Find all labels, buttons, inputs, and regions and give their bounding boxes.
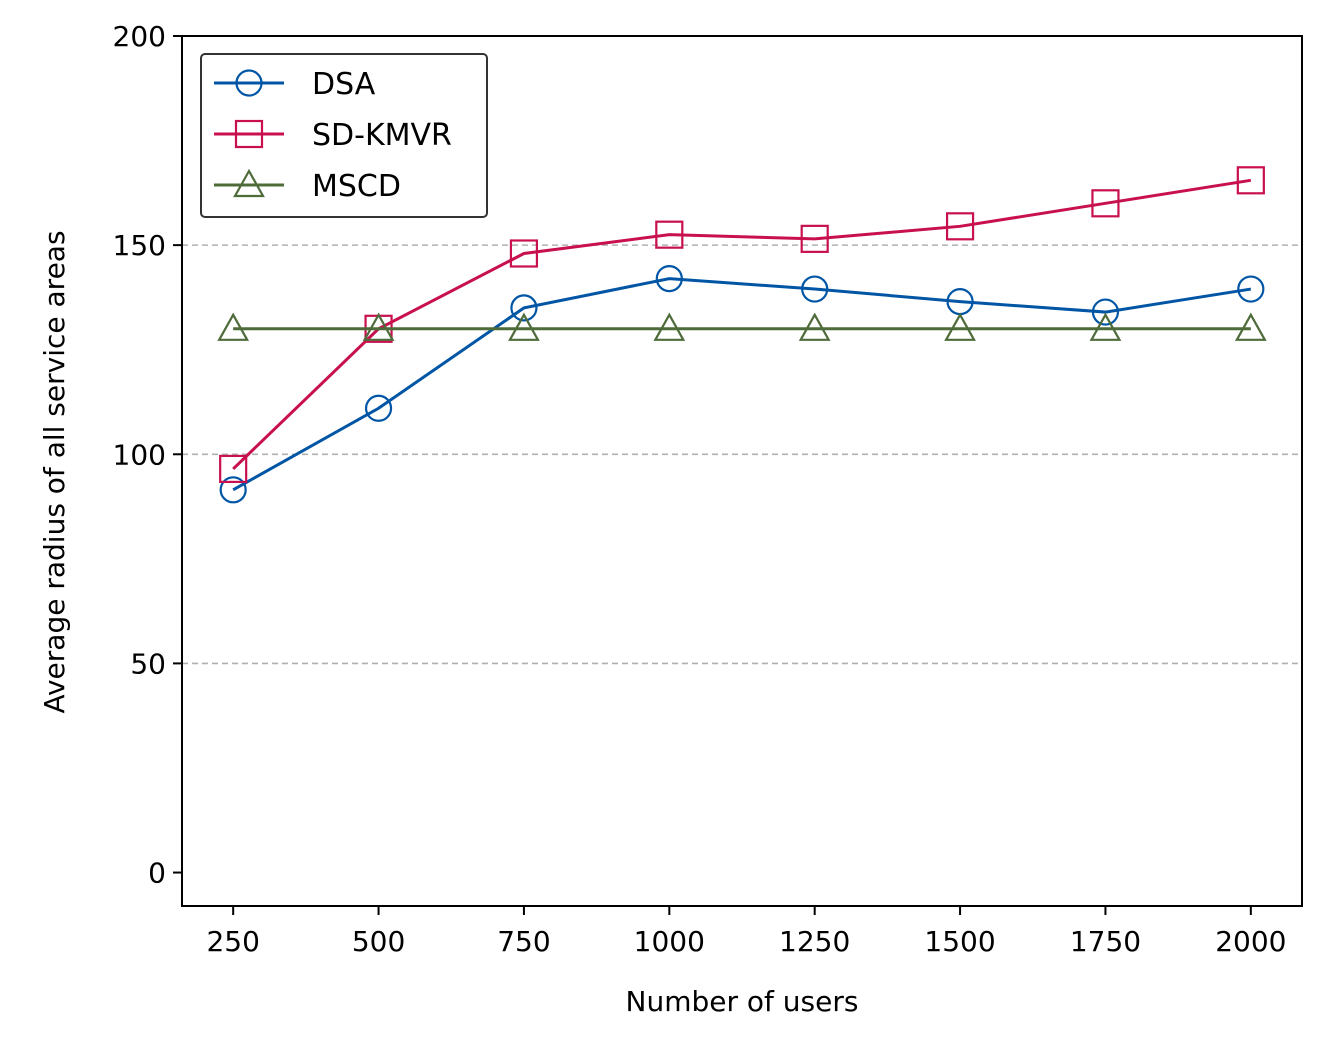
xtick-label: 1250 <box>779 925 850 958</box>
y-axis-label: Average radius of all service areas <box>38 230 71 713</box>
xtick-label: 2000 <box>1215 925 1286 958</box>
legend: DSA SD-KMVR MSCD <box>200 53 488 218</box>
legend-entry-mscd: MSCD <box>214 168 401 204</box>
data-point-mscd <box>362 312 395 341</box>
data-point-dsa <box>1237 275 1265 303</box>
xtick-label: 1000 <box>634 925 705 958</box>
ytick-label: 150 <box>113 229 166 262</box>
legend-box <box>200 53 488 218</box>
x-axis-label: Number of users <box>626 985 859 1018</box>
data-point-sd-kmvr <box>1236 166 1265 195</box>
legend-marker-sd-kmvr <box>234 119 264 149</box>
legend-label-sd-kmvr: SD-KMVR <box>312 118 452 153</box>
data-point-mscd <box>217 312 250 341</box>
data-point-dsa <box>801 275 829 303</box>
xtick-label: 750 <box>497 925 550 958</box>
plot-frame <box>181 35 1303 907</box>
legend-entry-dsa: DSA <box>214 67 376 102</box>
data-point-dsa <box>1091 298 1120 326</box>
data-point-dsa <box>219 476 247 504</box>
xtick-label: 250 <box>206 925 259 958</box>
ytick-label: 50 <box>130 647 166 680</box>
data-point-dsa <box>655 264 683 293</box>
data-point-mscd <box>1234 312 1267 341</box>
gridlines <box>182 244 1302 665</box>
data-point-mscd <box>653 312 686 341</box>
data-point-sd-kmvr <box>800 224 829 253</box>
series-mscd <box>217 312 1267 341</box>
xtick-label: 500 <box>352 925 405 958</box>
data-point-mscd <box>944 312 976 341</box>
data-point-mscd <box>1089 312 1122 341</box>
data-point-sd-kmvr <box>509 239 539 268</box>
ytick-label: 200 <box>113 20 166 53</box>
xtick-label: 1750 <box>1070 925 1141 958</box>
legend-marker-mscd <box>233 168 265 198</box>
legend-label-mscd: MSCD <box>312 169 401 204</box>
ytick-label: 0 <box>148 857 166 890</box>
data-point-sd-kmvr <box>945 212 975 241</box>
series-dsa <box>219 264 1265 504</box>
xtick-label: 1500 <box>924 925 995 958</box>
data-point-sd-kmvr <box>655 220 684 249</box>
legend-entry-sd-kmvr: SD-KMVR <box>214 118 452 153</box>
data-point-mscd <box>798 312 831 341</box>
data-point-dsa <box>364 394 393 422</box>
series-line-dsa <box>232 277 1252 492</box>
ytick-label: 100 <box>113 438 166 471</box>
legend-marker-dsa <box>235 69 263 97</box>
data-point-sd-kmvr <box>219 454 248 484</box>
data-point-sd-kmvr <box>1091 189 1120 218</box>
legend-items: DSA SD-KMVR MSCD <box>214 67 452 204</box>
series-line-sd-kmvr <box>232 178 1252 470</box>
data-point-dsa <box>510 294 538 322</box>
x-axis-ticks: 250 500 750 1000 1250 1500 1750 2000 <box>206 906 1286 958</box>
y-axis-ticks: 0 50 100 150 200 <box>113 20 182 890</box>
data-point-mscd <box>508 312 540 341</box>
legend-label-dsa: DSA <box>312 67 376 102</box>
series-layer <box>217 166 1267 504</box>
